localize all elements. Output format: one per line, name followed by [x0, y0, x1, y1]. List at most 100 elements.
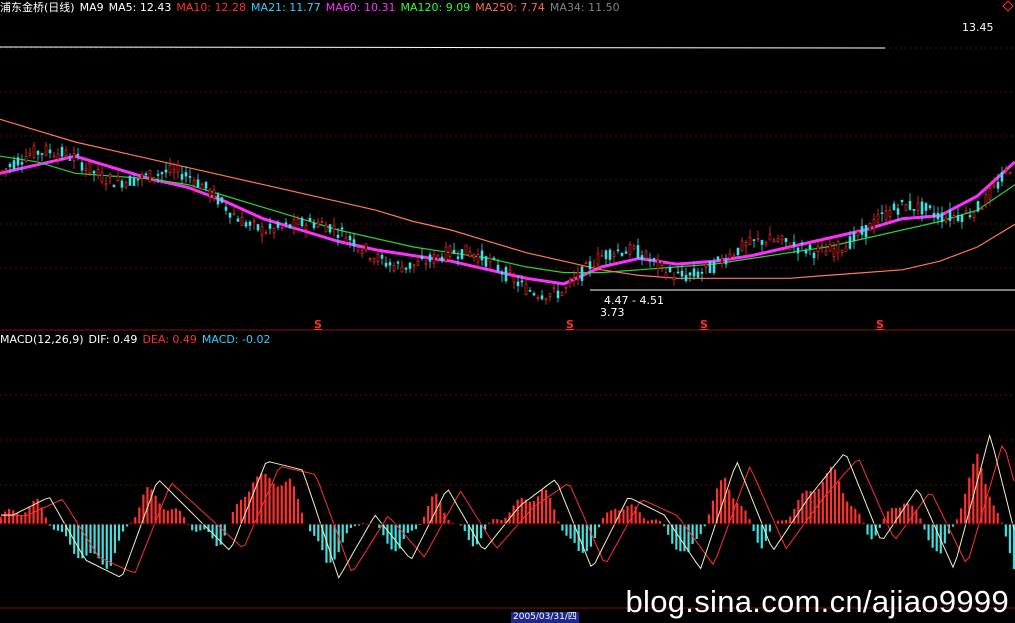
candle-body [916, 202, 920, 211]
candle-body [172, 168, 176, 173]
candle-body [36, 150, 40, 155]
candle-body [136, 178, 140, 181]
candle-body [976, 201, 980, 212]
candle-body [608, 249, 612, 260]
candle-body [868, 222, 872, 231]
candle-body [520, 280, 524, 283]
candle-body [940, 212, 944, 223]
candle-body [344, 237, 348, 243]
candle-body [968, 215, 972, 218]
candle-body [876, 214, 880, 223]
candle-body [72, 153, 76, 162]
candle-body [76, 153, 80, 156]
candle-body [352, 239, 356, 247]
ma-line-ma60 [0, 154, 1015, 286]
candle-body [252, 220, 256, 223]
s-marker: S [314, 318, 322, 331]
candle-body [220, 197, 224, 203]
candle-body [160, 172, 164, 175]
candle-body [544, 298, 548, 301]
candle-body [552, 286, 556, 289]
candle-body [752, 239, 756, 241]
candle-body [156, 174, 160, 176]
candle-body [480, 250, 484, 261]
candle-body [320, 221, 324, 223]
candle-body [800, 242, 804, 245]
candle-body [784, 238, 788, 242]
candle-body [780, 235, 784, 241]
ma-legend: 浦东金桥(日线) MA9 MA5: 12.43 MA10: 12.28 MA21: 11… [0, 1, 625, 15]
candle-body [884, 210, 888, 221]
reference-line [0, 46, 886, 49]
candle-body [140, 174, 144, 179]
candle-body [576, 271, 580, 280]
candle-body [500, 271, 504, 275]
candle-body [668, 267, 672, 273]
candle-body [760, 240, 764, 245]
candle-body [432, 253, 436, 264]
candle-body [948, 210, 952, 221]
candle-body [680, 270, 684, 277]
candle-body [560, 291, 564, 296]
candle-body [516, 281, 520, 287]
candle-body [880, 212, 884, 214]
candle-body [336, 234, 340, 238]
candle-body [284, 222, 288, 225]
candle-body [180, 173, 184, 180]
range-price-label: 4.47 - 4.51 [604, 294, 664, 307]
candle-body [16, 157, 20, 166]
legend-entry: MA120: 9.09 [400, 1, 471, 14]
candle-body [256, 224, 260, 231]
candle-body [268, 223, 272, 229]
candle-body [624, 251, 628, 254]
candle-body [412, 264, 416, 267]
candle-body [436, 254, 440, 260]
candle-body [528, 290, 532, 292]
candle-body [928, 205, 932, 209]
candle-body [184, 172, 188, 177]
candle-body [276, 222, 280, 228]
candle-body [888, 210, 892, 217]
legend-entry: MACD: -0.02 [201, 333, 271, 346]
candle-body [144, 173, 148, 176]
candle-body [240, 216, 244, 227]
candle-body [376, 253, 380, 262]
candle-body [232, 213, 236, 216]
candle-body [832, 248, 836, 257]
candle-body [208, 189, 212, 197]
candle-body [820, 245, 824, 248]
candle-body [96, 169, 100, 176]
candle-body [656, 259, 660, 269]
candle-body [768, 234, 772, 241]
candle-body [816, 246, 820, 252]
candle-body [540, 295, 544, 300]
candle-body [912, 208, 916, 211]
candle-body [740, 240, 744, 252]
candle-body [864, 224, 868, 238]
candle-body [188, 176, 192, 178]
candle-body [324, 224, 328, 233]
candle-body [312, 222, 316, 228]
candle-body [640, 255, 644, 261]
legend-entry: MA34: 11.50 [549, 1, 620, 14]
candle-body [60, 146, 64, 157]
candle-body [572, 277, 576, 281]
candle-body [380, 254, 384, 259]
candle-body [964, 210, 968, 213]
candle-body [152, 177, 156, 180]
candle-body [584, 262, 588, 265]
candle-body [844, 246, 848, 252]
dif-line [1, 433, 1015, 579]
candle-body [392, 264, 396, 272]
candle-body [28, 153, 32, 156]
candle-body [788, 247, 792, 250]
candle-body [308, 217, 312, 222]
candle-body [924, 202, 928, 211]
legend-entry: MACD(12,26,9) [0, 333, 84, 346]
candle-body [196, 179, 200, 188]
candle-body [464, 244, 468, 256]
legend-entry: MA10: 12.28 [176, 1, 247, 14]
low-price-label: 3.73 [600, 306, 625, 319]
candle-body [296, 218, 300, 226]
